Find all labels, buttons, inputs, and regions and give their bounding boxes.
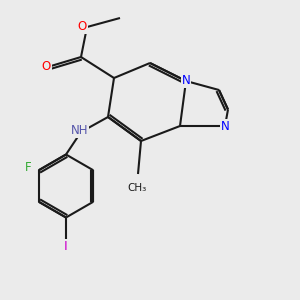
Text: NH: NH bbox=[71, 124, 88, 137]
Text: I: I bbox=[64, 239, 68, 253]
Text: O: O bbox=[42, 59, 51, 73]
Text: O: O bbox=[78, 20, 87, 34]
Text: CH₃: CH₃ bbox=[127, 183, 146, 193]
Text: N: N bbox=[182, 74, 190, 88]
Text: N: N bbox=[220, 119, 230, 133]
Text: F: F bbox=[25, 161, 32, 174]
